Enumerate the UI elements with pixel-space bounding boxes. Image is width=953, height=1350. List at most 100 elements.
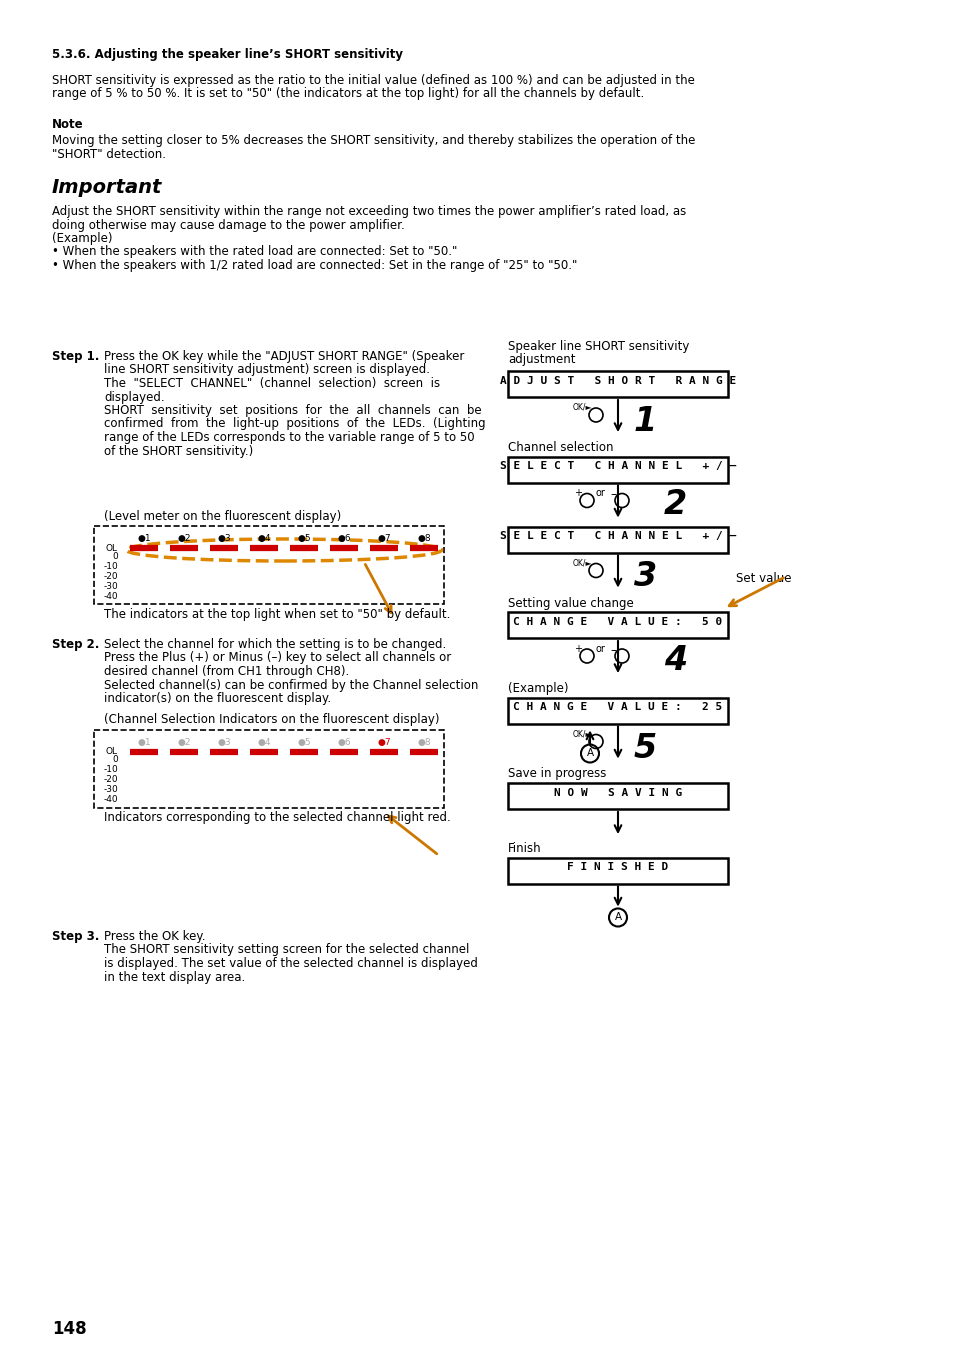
Text: ●8: ●8 xyxy=(416,737,431,747)
Text: ●7: ●7 xyxy=(376,737,391,747)
Text: desired channel (from CH1 through CH8).: desired channel (from CH1 through CH8). xyxy=(104,666,349,678)
Text: 3: 3 xyxy=(634,560,657,594)
Text: Step 3.: Step 3. xyxy=(52,930,99,944)
Text: Save in progress: Save in progress xyxy=(507,768,606,780)
Text: ●4: ●4 xyxy=(257,535,271,543)
Text: –: – xyxy=(610,644,617,657)
Text: Channel selection: Channel selection xyxy=(507,441,613,454)
Bar xyxy=(507,371,727,397)
Text: OK/►: OK/► xyxy=(572,559,592,567)
Text: -30: -30 xyxy=(103,786,118,795)
Text: OL: OL xyxy=(106,748,118,756)
Text: doing otherwise may cause damage to the power amplifier.: doing otherwise may cause damage to the … xyxy=(52,219,404,231)
Text: -40: -40 xyxy=(103,795,118,805)
Text: Select the channel for which the setting is to be changed.: Select the channel for which the setting… xyxy=(104,639,446,651)
Text: ●3: ●3 xyxy=(217,535,231,543)
Text: ●1: ●1 xyxy=(137,535,151,543)
Text: ●8: ●8 xyxy=(416,535,431,543)
Text: The indicators at the top light when set to "50" by default.: The indicators at the top light when set… xyxy=(104,608,450,621)
Bar xyxy=(507,612,727,639)
Text: SHORT  sensitivity  set  positions  for  the  all  channels  can  be: SHORT sensitivity set positions for the … xyxy=(104,404,481,417)
Text: +: + xyxy=(574,489,581,498)
Text: Step 1.: Step 1. xyxy=(52,350,99,363)
Text: The  "SELECT  CHANNEL"  (channel  selection)  screen  is: The "SELECT CHANNEL" (channel selection)… xyxy=(104,377,439,390)
Bar xyxy=(507,456,727,482)
Text: N O W   S A V I N G: N O W S A V I N G xyxy=(554,788,681,798)
Bar xyxy=(507,526,727,552)
Text: adjustment: adjustment xyxy=(507,354,575,366)
Text: 148: 148 xyxy=(52,1320,87,1338)
Text: Setting value change: Setting value change xyxy=(507,597,633,609)
Text: S E L E C T   C H A N N E L   + / –: S E L E C T C H A N N E L + / – xyxy=(499,462,736,471)
Text: C H A N G E   V A L U E :   5 0: C H A N G E V A L U E : 5 0 xyxy=(513,617,721,626)
Text: Important: Important xyxy=(52,178,162,197)
Bar xyxy=(507,783,727,809)
Text: 0: 0 xyxy=(112,756,118,764)
Text: -10: -10 xyxy=(103,765,118,775)
Text: confirmed  from  the  light-up  positions  of  the  LEDs.  (Lighting: confirmed from the light-up positions of… xyxy=(104,417,485,431)
Text: (Example): (Example) xyxy=(52,232,112,244)
Text: Moving the setting closer to 5% decreases the SHORT sensitivity, and thereby sta: Moving the setting closer to 5% decrease… xyxy=(52,134,695,147)
Text: OK/►: OK/► xyxy=(572,729,592,738)
Text: Press the OK key.: Press the OK key. xyxy=(104,930,205,944)
Text: ●6: ●6 xyxy=(336,737,351,747)
Text: is displayed. The set value of the selected channel is displayed: is displayed. The set value of the selec… xyxy=(104,957,477,971)
Text: F I N I S H E D: F I N I S H E D xyxy=(567,863,668,872)
Text: -20: -20 xyxy=(103,775,118,784)
Text: Note: Note xyxy=(52,117,84,131)
Text: or: or xyxy=(595,489,604,498)
Text: SHORT sensitivity is expressed as the ratio to the initial value (defined as 100: SHORT sensitivity is expressed as the ra… xyxy=(52,74,694,86)
Text: 5.3.6. Adjusting the speaker line’s SHORT sensitivity: 5.3.6. Adjusting the speaker line’s SHOR… xyxy=(52,49,402,61)
Text: ●5: ●5 xyxy=(297,535,311,543)
Text: (Level meter on the fluorescent display): (Level meter on the fluorescent display) xyxy=(104,510,341,522)
Text: "SHORT" detection.: "SHORT" detection. xyxy=(52,147,166,161)
Text: line SHORT sensitivity adjustment) screen is displayed.: line SHORT sensitivity adjustment) scree… xyxy=(104,363,430,377)
Text: ●2: ●2 xyxy=(177,535,191,543)
Text: 2: 2 xyxy=(663,489,686,521)
Text: ●7: ●7 xyxy=(376,535,391,543)
Text: Finish: Finish xyxy=(507,842,541,855)
Text: in the text display area.: in the text display area. xyxy=(104,971,245,984)
Text: indicator(s) on the fluorescent display.: indicator(s) on the fluorescent display. xyxy=(104,693,331,705)
Text: Step 2.: Step 2. xyxy=(52,639,99,651)
Text: 4: 4 xyxy=(663,644,686,676)
Bar xyxy=(507,857,727,883)
Text: Set value: Set value xyxy=(735,572,791,586)
Text: S E L E C T   C H A N N E L   + / –: S E L E C T C H A N N E L + / – xyxy=(499,532,736,541)
Text: 0: 0 xyxy=(112,552,118,562)
Text: (Example): (Example) xyxy=(507,682,568,695)
Text: or: or xyxy=(595,644,604,653)
Text: -20: -20 xyxy=(103,572,118,580)
Text: ●2: ●2 xyxy=(177,737,191,747)
Text: The SHORT sensitivity setting screen for the selected channel: The SHORT sensitivity setting screen for… xyxy=(104,944,469,957)
Text: ●6: ●6 xyxy=(336,535,351,543)
Text: range of 5 % to 50 %. It is set to "50" (the indicators at the top light) for al: range of 5 % to 50 %. It is set to "50" … xyxy=(52,88,643,100)
Text: OL: OL xyxy=(106,544,118,554)
Text: ●1: ●1 xyxy=(137,737,151,747)
Text: Selected channel(s) can be confirmed by the Channel selection: Selected channel(s) can be confirmed by … xyxy=(104,679,477,691)
Text: -10: -10 xyxy=(103,562,118,571)
Text: Adjust the SHORT sensitivity within the range not exceeding two times the power : Adjust the SHORT sensitivity within the … xyxy=(52,205,685,217)
Text: range of the LEDs corresponds to the variable range of 5 to 50: range of the LEDs corresponds to the var… xyxy=(104,431,475,444)
Text: ●5: ●5 xyxy=(297,737,311,747)
Text: of the SHORT sensitivity.): of the SHORT sensitivity.) xyxy=(104,444,253,458)
Text: -30: -30 xyxy=(103,582,118,591)
Text: Speaker line SHORT sensitivity: Speaker line SHORT sensitivity xyxy=(507,340,689,352)
Text: A D J U S T   S H O R T   R A N G E: A D J U S T S H O R T R A N G E xyxy=(499,377,736,386)
Text: –: – xyxy=(610,489,617,501)
Text: 5: 5 xyxy=(634,732,657,764)
Text: +: + xyxy=(574,644,581,653)
Text: • When the speakers with 1/2 rated load are connected: Set in the range of "25" : • When the speakers with 1/2 rated load … xyxy=(52,259,577,271)
Text: C H A N G E   V A L U E :   2 5: C H A N G E V A L U E : 2 5 xyxy=(513,702,721,713)
Text: A: A xyxy=(614,913,621,922)
Text: ●3: ●3 xyxy=(217,737,231,747)
Text: 1: 1 xyxy=(634,405,657,437)
Text: ●4: ●4 xyxy=(257,737,271,747)
Text: displayed.: displayed. xyxy=(104,390,165,404)
Text: Press the OK key while the "ADJUST SHORT RANGE" (Speaker: Press the OK key while the "ADJUST SHORT… xyxy=(104,350,464,363)
Bar xyxy=(507,698,727,724)
Text: A: A xyxy=(586,748,593,759)
Text: (Channel Selection Indicators on the fluorescent display): (Channel Selection Indicators on the flu… xyxy=(104,714,439,726)
Text: Indicators corresponding to the selected channel light red.: Indicators corresponding to the selected… xyxy=(104,811,450,825)
Text: • When the speakers with the rated load are connected: Set to "50.": • When the speakers with the rated load … xyxy=(52,246,456,258)
